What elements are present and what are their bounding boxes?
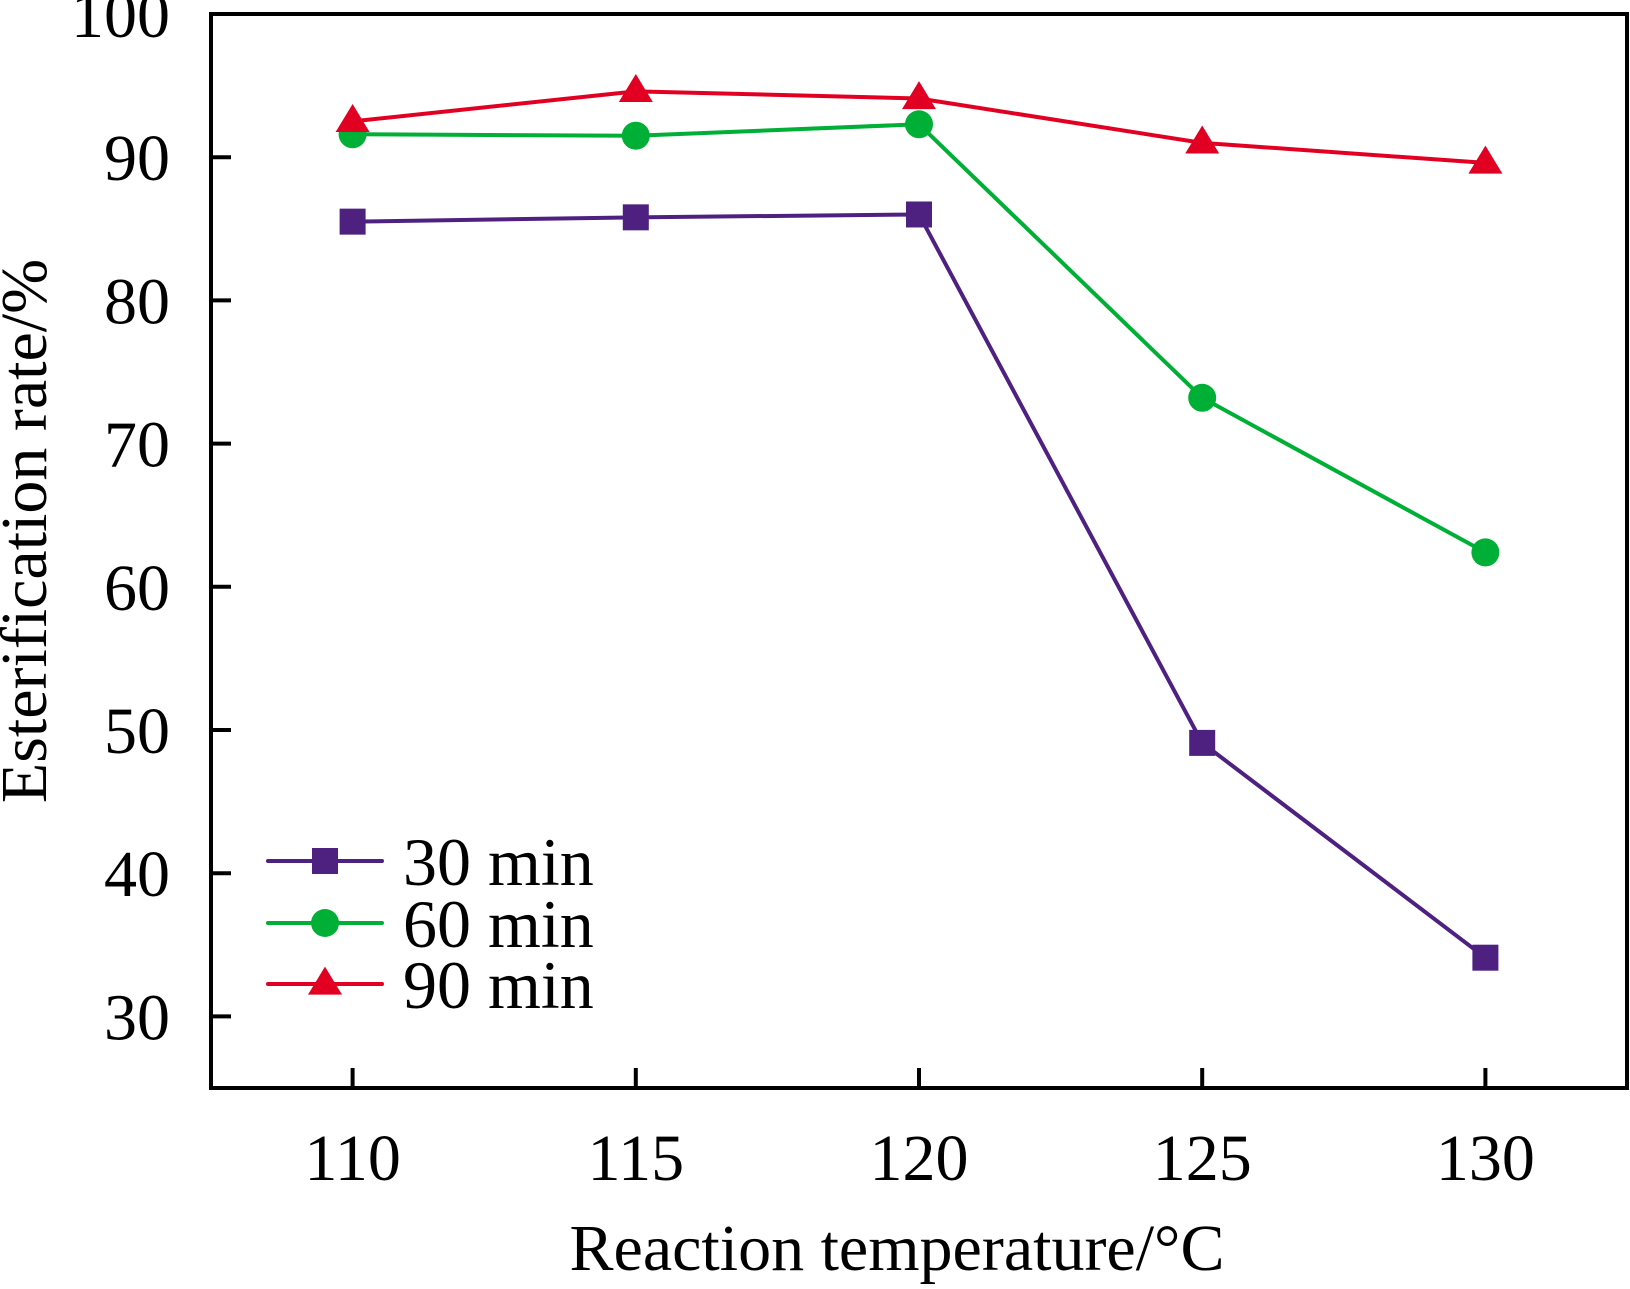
- data-point: [906, 201, 932, 228]
- legend-label: 90 min: [403, 947, 594, 1023]
- legend-marker-triangle: [308, 966, 342, 995]
- data-point: [339, 208, 366, 235]
- y-tick-label: 90: [104, 122, 170, 195]
- legend-marker-square: [312, 848, 338, 874]
- x-axis-title: Reaction temperature/°C: [570, 1212, 1225, 1285]
- series-line: [352, 122, 1487, 555]
- plot-frame: [209, 12, 1629, 1090]
- data-point: [1185, 125, 1220, 154]
- y-tick-label: 40: [104, 838, 170, 911]
- y-tick-label: 80: [104, 265, 170, 338]
- data-point: [902, 81, 936, 110]
- y-axis-ticks: 30 40 50 60 70 80 90 100: [71, 0, 231, 1054]
- data-point: [618, 73, 653, 102]
- legend-label: 60 min: [403, 886, 594, 962]
- data-point: [1188, 383, 1217, 412]
- legend-label: 30 min: [403, 824, 594, 900]
- legend-item: 90 min: [266, 947, 594, 1023]
- data-point: [621, 121, 650, 150]
- y-tick-label: 100: [71, 0, 170, 52]
- data-point: [905, 110, 933, 139]
- x-tick-label: 115: [588, 1122, 685, 1195]
- y-tick-label: 70: [104, 409, 170, 482]
- data-point: [1189, 729, 1216, 756]
- series-60-min: [338, 110, 1500, 567]
- data-point: [1472, 944, 1499, 971]
- series-90-min: [335, 73, 1503, 174]
- x-tick-label: 125: [1153, 1122, 1252, 1195]
- series-layer: [335, 73, 1503, 971]
- data-point: [622, 204, 649, 231]
- x-tick-label: 130: [1436, 1122, 1535, 1195]
- series-30-min: [339, 201, 1499, 971]
- legend-item: 30 min: [266, 824, 594, 900]
- legend-marker-circle: [311, 909, 339, 937]
- y-tick-label: 60: [104, 552, 170, 625]
- data-point: [1468, 145, 1503, 174]
- x-tick-label: 120: [870, 1122, 969, 1195]
- data-point: [1471, 538, 1500, 567]
- y-axis-title: Esterification rate/%: [0, 259, 61, 803]
- x-tick-label: 110: [304, 1122, 401, 1195]
- y-tick-label: 30: [104, 981, 170, 1054]
- legend-item: 60 min: [266, 886, 594, 962]
- y-tick-label: 50: [104, 695, 170, 768]
- x-axis-ticks: 110 115 120 125 130: [304, 1068, 1535, 1195]
- data-point: [335, 104, 370, 133]
